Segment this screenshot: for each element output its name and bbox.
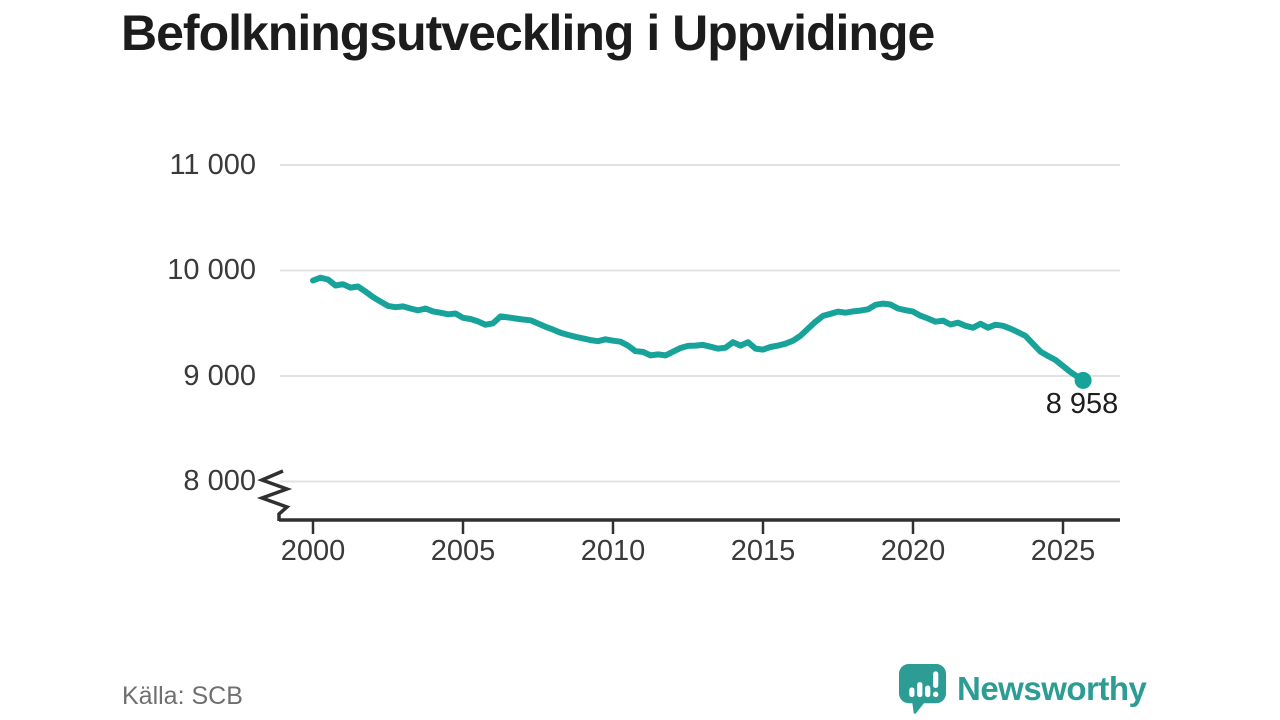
newsworthy-speech-bubble-chart-icon [898,664,947,714]
x-axis-tick-label-2010: 2010 [580,535,646,567]
x-axis-tick-label-2025: 2025 [1030,535,1096,567]
last-value-label: 8 958 [1045,388,1119,420]
x-axis-tick-label-2005: 2005 [430,535,496,567]
chart-title: Befolkningsutveckling i Uppvidinge [121,5,935,61]
y-axis-tick-label-11000: 11 000 [169,149,256,181]
y-axis-break-zigzag [256,469,293,521]
newsworthy-logo: Newsworthy [898,663,1147,715]
population-line [310,274,1087,384]
x-axis-tick-label-2015: 2015 [730,535,796,567]
x-axis-tick-label-2000: 2000 [280,535,346,567]
x-axis-tick-label-2020: 2020 [880,535,946,567]
y-axis-tick-label-9000: 9 000 [183,360,256,392]
line-endpoint-dot [1074,371,1092,389]
newsworthy-wordmark: Newsworthy [957,670,1147,707]
source-credit: Källa: SCB [122,682,243,710]
y-axis-tick-label-8000: 8 000 [183,465,256,497]
y-axis-tick-label-10000: 10 000 [167,254,256,286]
